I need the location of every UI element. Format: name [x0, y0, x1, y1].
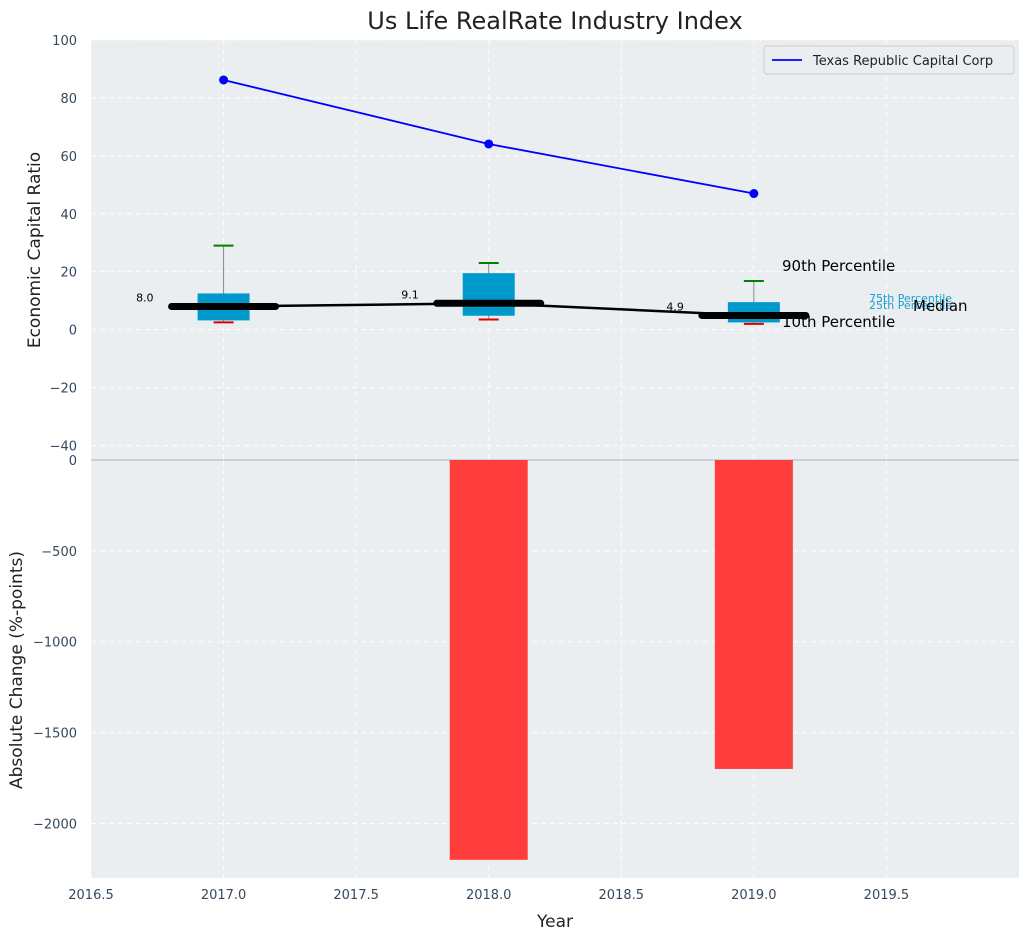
x-tick-label: 2016.5 [68, 888, 114, 903]
median-line [223, 302, 754, 317]
y-tick-label: −1500 [33, 727, 77, 742]
y-tick-label: −20 [50, 382, 77, 397]
bottom-plot-area [91, 460, 1019, 878]
y-tick-label: −2000 [33, 817, 77, 832]
x-tick-label: 2018.5 [599, 888, 645, 903]
x-axis-label: Year [536, 912, 573, 932]
change-bar [449, 460, 528, 860]
y-tick-label: 80 [60, 92, 77, 107]
series-point [749, 189, 759, 199]
x-tick-label: 2018.0 [466, 888, 512, 903]
y-tick-label: 0 [69, 454, 77, 469]
x-tick-label: 2017.5 [333, 888, 379, 903]
median-value-label: 8.0 [136, 291, 154, 304]
bottom-y-ticks: 0 −500 −1000 −1500 −2000 [33, 454, 77, 832]
y-tick-label: 40 [60, 208, 77, 223]
annotation-25th-percentile: 25th Percentile [869, 299, 952, 312]
y-tick-label: −1000 [33, 636, 77, 651]
y-tick-label: −500 [41, 545, 77, 560]
chart-title: Us Life RealRate Industry Index [367, 7, 742, 35]
y-tick-label: −40 [50, 440, 77, 455]
legend: Texas Republic Capital Corp [763, 45, 1015, 75]
y-tick-label: 100 [52, 34, 77, 49]
change-bar [714, 460, 793, 769]
median-trend-line [223, 302, 754, 317]
change-bars [449, 460, 793, 860]
median-value-label: 9.1 [401, 288, 419, 301]
annotation-90th-percentile: 90th Percentile [782, 257, 895, 275]
x-tick-label: 2019.0 [731, 888, 777, 903]
y-tick-label: 20 [60, 266, 77, 281]
annotation-75th-percentile: 75th Percentile [869, 292, 952, 305]
y-tick-label: 0 [69, 324, 77, 339]
legend-label: Texas Republic Capital Corp [812, 54, 993, 69]
top-y-ticks: 100 80 60 40 20 0 −20 −40 [50, 34, 77, 455]
x-ticks: 2016.5 2017.0 2017.5 2018.0 2018.5 2019.0 2019… [68, 888, 909, 903]
iqr-box [462, 273, 515, 316]
top-plot-area [91, 40, 1019, 460]
annotation-10th-percentile: 10th Percentile [782, 313, 895, 331]
annotation-median: Median [913, 297, 968, 315]
company-series [219, 75, 759, 199]
y-tick-label: 60 [60, 150, 77, 165]
legend-box [763, 45, 1015, 75]
series-point [219, 75, 229, 85]
series-point [484, 139, 494, 149]
x-tick-label: 2017.0 [201, 888, 247, 903]
bottom-y-axis-label: Absolute Change (%-points) [7, 551, 27, 789]
x-tick-label: 2019.5 [864, 888, 910, 903]
top-y-axis-label: Economic Capital Ratio [25, 152, 45, 348]
top-grid [90, 39, 1019, 460]
median-value-label: 4.9 [666, 300, 684, 313]
